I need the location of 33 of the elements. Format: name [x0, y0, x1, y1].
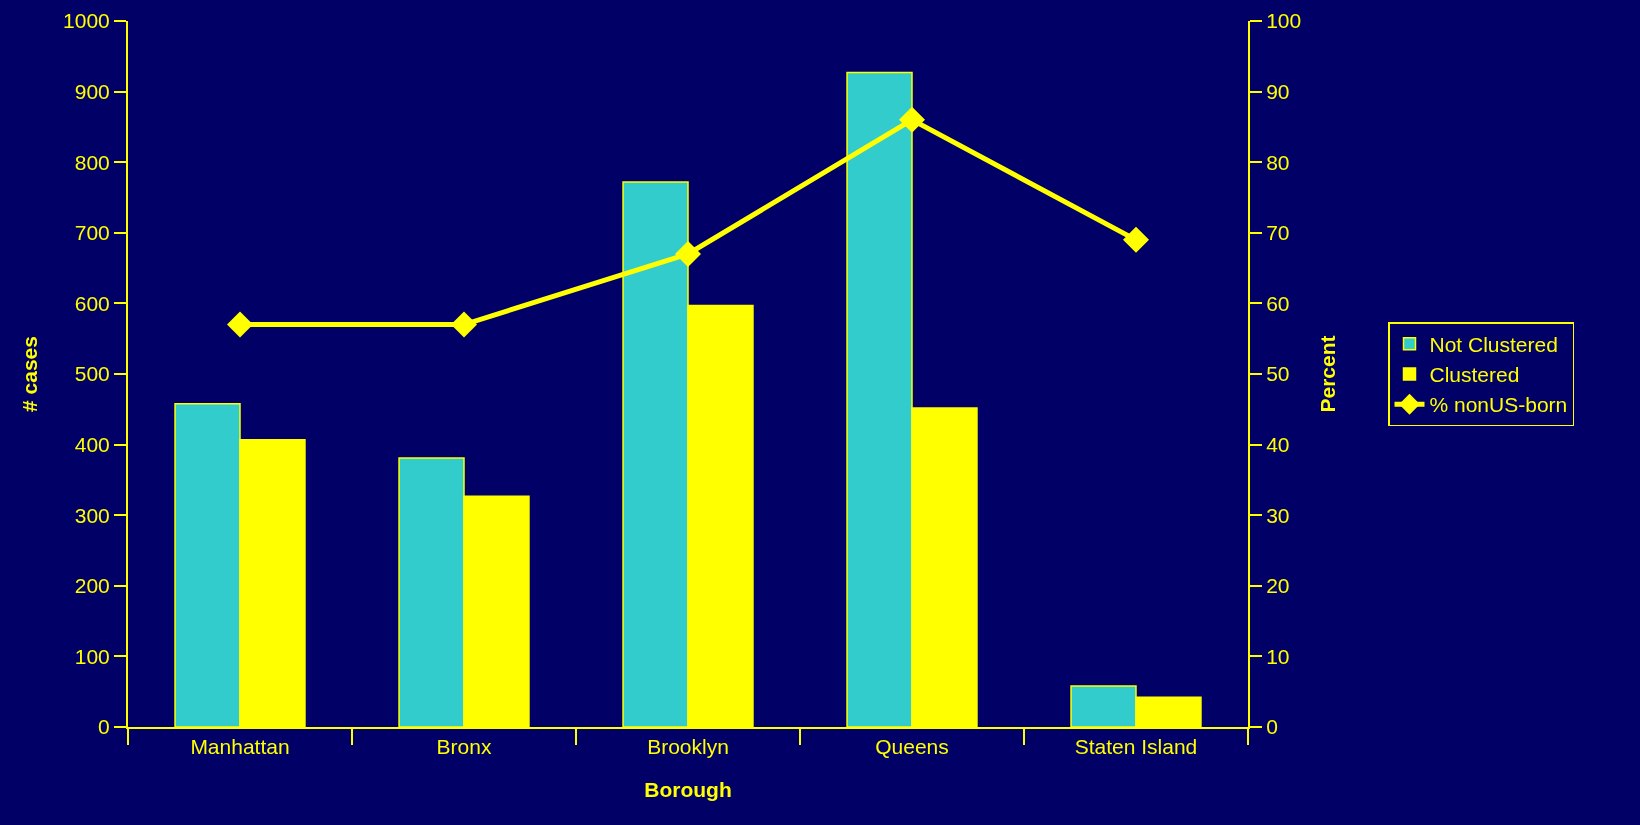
y2-tick-label: 90 [1266, 79, 1290, 103]
y-tick-label: 900 [74, 79, 110, 103]
y-tick-label: 700 [74, 221, 110, 245]
y2-tick-label: 0 [1266, 715, 1278, 739]
y2-tick-label: 30 [1266, 503, 1290, 527]
y2-tick-label: 80 [1266, 150, 1290, 174]
x-tick-label: Bronx [436, 735, 492, 759]
y-tick-label: 1000 [63, 9, 110, 33]
x-axis-title: Borough [644, 777, 732, 801]
x-tick-label: Staten Island [1074, 735, 1198, 759]
legend-label: Not Clustered [1429, 332, 1558, 356]
y-tick-label: 400 [74, 432, 110, 456]
y-tick-label: 0 [98, 715, 110, 739]
y2-tick-label: 70 [1266, 221, 1290, 245]
y-tick-label: 600 [74, 291, 110, 315]
x-tick-label: Manhattan [190, 735, 290, 759]
y2-tick-label: 60 [1266, 291, 1290, 315]
x-tick-label: Queens [875, 735, 949, 759]
y2-tick-label: 50 [1266, 362, 1290, 386]
y-tick-label: 300 [74, 503, 110, 527]
y-axis-title: # cases [17, 336, 41, 412]
legend-label: % nonUS-born [1429, 393, 1568, 417]
y2-tick-label: 10 [1266, 644, 1290, 668]
y-tick-label: 800 [74, 150, 110, 174]
x-tick-label: Brooklyn [647, 735, 729, 759]
y-tick-label: 500 [74, 362, 110, 386]
y2-tick-label: 40 [1266, 432, 1290, 456]
y2-tick-label: 20 [1266, 574, 1290, 598]
y-tick-label: 100 [74, 644, 110, 668]
y-tick-label: 200 [74, 574, 110, 598]
legend-label: Clustered [1429, 363, 1520, 387]
y2-axis-title: Percent [1315, 335, 1339, 413]
y2-tick-label: 100 [1266, 9, 1302, 33]
